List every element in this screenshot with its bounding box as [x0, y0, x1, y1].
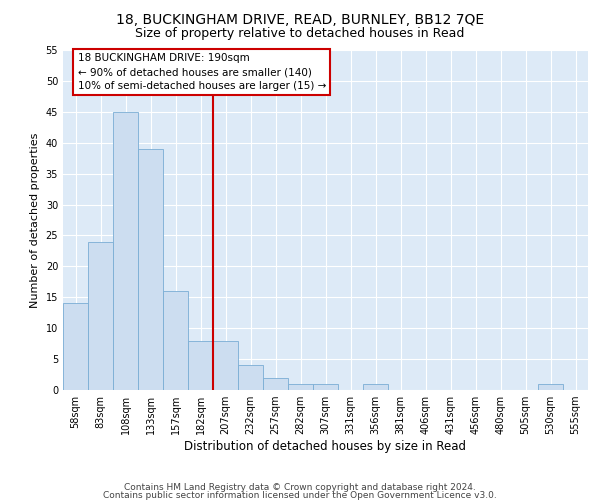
Bar — [113, 112, 138, 390]
Bar — [88, 242, 113, 390]
Text: 18 BUCKINGHAM DRIVE: 190sqm
← 90% of detached houses are smaller (140)
10% of se: 18 BUCKINGHAM DRIVE: 190sqm ← 90% of det… — [77, 53, 326, 91]
Text: Contains HM Land Registry data © Crown copyright and database right 2024.: Contains HM Land Registry data © Crown c… — [124, 483, 476, 492]
Bar — [238, 366, 263, 390]
Bar — [263, 378, 288, 390]
Bar — [313, 384, 338, 390]
Bar — [288, 384, 313, 390]
Bar — [188, 340, 213, 390]
Bar — [63, 304, 88, 390]
Bar — [363, 384, 388, 390]
Y-axis label: Number of detached properties: Number of detached properties — [30, 132, 40, 308]
Text: Size of property relative to detached houses in Read: Size of property relative to detached ho… — [136, 28, 464, 40]
Bar — [163, 291, 188, 390]
Bar — [213, 340, 238, 390]
Bar — [138, 149, 163, 390]
Text: Contains public sector information licensed under the Open Government Licence v3: Contains public sector information licen… — [103, 492, 497, 500]
X-axis label: Distribution of detached houses by size in Read: Distribution of detached houses by size … — [185, 440, 467, 453]
Bar — [538, 384, 563, 390]
Text: 18, BUCKINGHAM DRIVE, READ, BURNLEY, BB12 7QE: 18, BUCKINGHAM DRIVE, READ, BURNLEY, BB1… — [116, 12, 484, 26]
